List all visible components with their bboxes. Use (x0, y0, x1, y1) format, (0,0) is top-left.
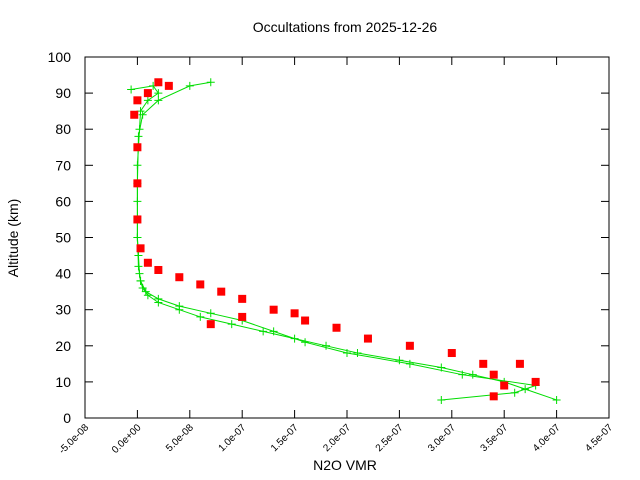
point (238, 312, 247, 321)
y-tick-label: 60 (55, 193, 71, 209)
point (141, 287, 150, 296)
point (143, 96, 152, 105)
point (489, 392, 498, 401)
y-axis-label: Altitude (km) (5, 199, 21, 278)
point (458, 370, 467, 379)
point (395, 356, 404, 365)
point (489, 370, 498, 379)
y-tick-label: 40 (55, 266, 71, 282)
point (301, 338, 310, 347)
x-tick-label: 3.0e-07 (426, 422, 458, 454)
point (468, 370, 477, 379)
point (134, 262, 143, 271)
point (332, 323, 341, 332)
point (322, 341, 331, 350)
point (175, 302, 184, 311)
point (479, 359, 488, 368)
point (238, 294, 247, 303)
series-line (136, 81, 536, 401)
point (269, 305, 278, 314)
point (154, 294, 163, 303)
point (143, 89, 152, 98)
point (531, 377, 540, 386)
point (363, 334, 372, 343)
point (206, 78, 215, 87)
point (154, 96, 163, 105)
point (138, 110, 147, 119)
x-tick-label: 4.5e-07 (583, 422, 615, 454)
x-tick-label: 4.0e-07 (531, 422, 563, 454)
y-tick-label: 10 (55, 374, 71, 390)
point (143, 258, 152, 267)
x-tick-label: 1.5e-07 (269, 422, 301, 454)
point (206, 309, 215, 318)
point (134, 132, 143, 141)
point (259, 327, 268, 336)
point (515, 359, 524, 368)
point (447, 349, 456, 358)
y-tick-label: 80 (55, 121, 71, 137)
point (127, 85, 136, 94)
point (175, 273, 184, 282)
x-tick-label: 2.0e-07 (321, 422, 353, 454)
point (301, 316, 310, 325)
point (133, 96, 142, 105)
point (154, 265, 163, 274)
point (405, 359, 414, 368)
point (343, 349, 351, 358)
point (500, 381, 509, 390)
point (154, 89, 163, 98)
point (269, 327, 278, 336)
point (164, 81, 173, 90)
point (133, 179, 142, 188)
point (185, 81, 194, 90)
point (217, 287, 226, 296)
point (206, 320, 215, 329)
y-tick-label: 30 (55, 302, 71, 318)
point (552, 395, 561, 404)
series-line (131, 85, 557, 401)
point (133, 215, 142, 224)
y-tick-label: 90 (55, 85, 71, 101)
point (510, 388, 519, 397)
x-tick-label: 5.0e-08 (164, 422, 196, 454)
x-tick-label: 2.5e-07 (374, 422, 406, 454)
point (154, 78, 163, 87)
y-tick-label: 70 (55, 157, 71, 173)
point (196, 280, 205, 289)
point (133, 143, 142, 152)
point (136, 244, 145, 253)
x-tick-label: 0.0e+00 (110, 422, 144, 456)
point (196, 312, 205, 321)
plot-frame (84, 56, 610, 419)
point (290, 309, 299, 318)
y-tick-label: 20 (55, 338, 71, 354)
chart-title: Occultations from 2025-12-26 (253, 19, 438, 35)
y-tick-label: 100 (48, 49, 72, 65)
y-tick-label: 0 (63, 410, 71, 426)
point (133, 233, 142, 242)
point (353, 349, 362, 358)
point (130, 110, 139, 119)
y-tick-label: 50 (55, 230, 71, 246)
point (405, 341, 414, 350)
x-tick-label: 3.5e-07 (479, 422, 511, 454)
point (437, 395, 446, 404)
point (136, 276, 145, 285)
x-tick-label: -5.0e-08 (57, 422, 91, 456)
x-tick-label: 1.0e-07 (217, 422, 249, 454)
point (227, 320, 236, 329)
x-axis-label: N2O VMR (313, 457, 377, 473)
